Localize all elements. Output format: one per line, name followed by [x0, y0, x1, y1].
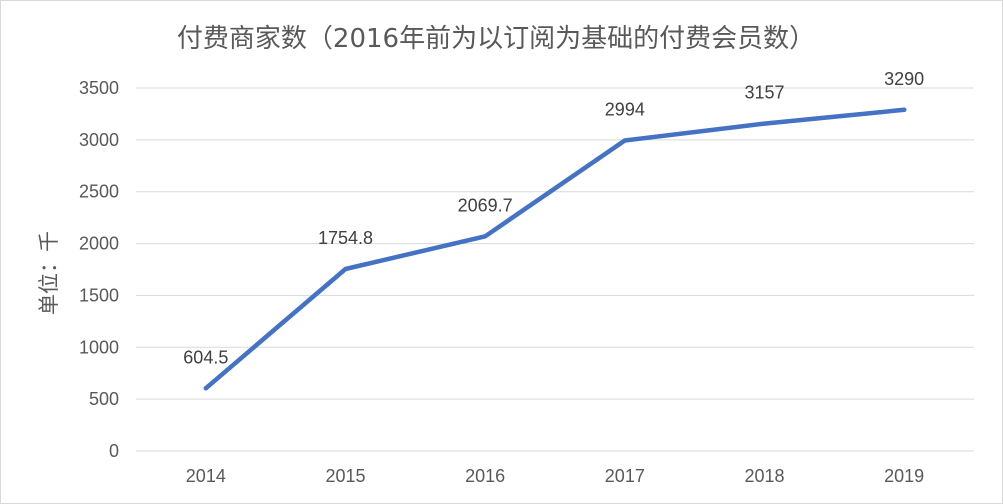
- data-point: [762, 121, 767, 126]
- data-point: [483, 234, 488, 239]
- y-tick-label: 1500: [79, 285, 119, 305]
- x-tick-label: 2014: [186, 466, 226, 486]
- chart-title: 付费商家数（2016年前为以订阅为基础的付费会员数）: [177, 24, 815, 54]
- x-tick-labels: 2014 2015 2016 2017 2018 2019: [186, 466, 924, 486]
- x-tick-label: 2019: [884, 466, 924, 486]
- data-point: [902, 107, 907, 112]
- data-point: [203, 386, 208, 391]
- y-tick-label: 2500: [79, 182, 119, 202]
- y-tick-label: 2000: [79, 234, 119, 254]
- y-tick-label: 500: [89, 389, 119, 409]
- series-line: [203, 107, 907, 391]
- y-tick-labels: 0 500 1000 1500 2000 2500 3000 3500: [79, 78, 119, 461]
- data-label: 604.5: [183, 347, 228, 367]
- x-tick-label: 2018: [744, 466, 784, 486]
- y-tick-label: 3500: [79, 78, 119, 98]
- data-label: 3157: [744, 83, 784, 103]
- y-tick-label: 1000: [79, 337, 119, 357]
- data-labels: 604.5 1754.8 2069.7 2994 3157 3290: [183, 69, 924, 368]
- y-tick-label: 3000: [79, 130, 119, 150]
- data-label: 2069.7: [458, 195, 513, 215]
- x-tick-label: 2016: [465, 466, 505, 486]
- data-label: 2994: [605, 99, 645, 119]
- series-group: [203, 107, 907, 391]
- x-tick-label: 2015: [325, 466, 365, 486]
- gridlines: [136, 87, 974, 452]
- data-point: [622, 138, 627, 143]
- x-tick-label: 2017: [605, 466, 645, 486]
- data-label: 1754.8: [318, 228, 373, 248]
- y-axis-label: 单位：千: [37, 231, 61, 315]
- data-label: 3290: [884, 69, 924, 89]
- y-tick-label: 0: [109, 441, 119, 461]
- data-point: [343, 267, 348, 272]
